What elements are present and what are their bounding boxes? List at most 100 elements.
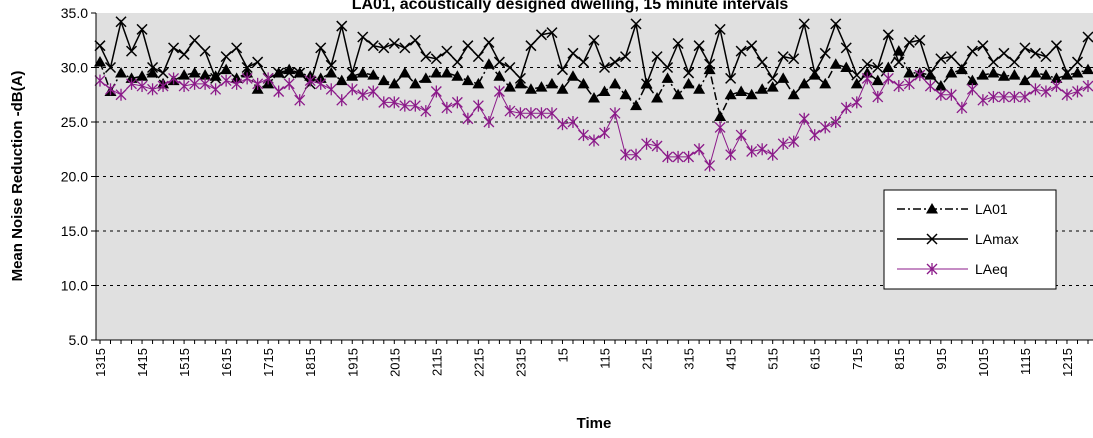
point-laeq xyxy=(840,101,852,114)
point-lamax xyxy=(725,72,737,84)
point-lamax xyxy=(798,18,810,30)
legend-marker-lamax xyxy=(926,233,938,245)
point-lamax xyxy=(914,34,926,46)
point-la01 xyxy=(945,66,958,78)
point-lamax xyxy=(735,45,747,57)
point-laeq xyxy=(609,107,621,120)
point-la01 xyxy=(293,66,306,78)
point-lamax xyxy=(1071,56,1084,68)
point-la01 xyxy=(440,66,453,78)
point-lamax xyxy=(493,56,505,68)
x-tick-label: 1815 xyxy=(303,348,318,377)
point-la01 xyxy=(503,81,516,92)
point-laeq xyxy=(504,105,516,118)
legend-label-la01: LA01 xyxy=(975,201,1008,217)
point-laeq xyxy=(578,129,589,142)
y-axis-label: Mean Noise Reduction -dB(A) xyxy=(9,71,26,282)
x-tick-label: 1015 xyxy=(976,348,991,377)
point-la01 xyxy=(903,66,916,78)
point-laeq xyxy=(157,80,169,93)
point-lamax xyxy=(252,56,264,68)
series-layer xyxy=(94,16,1093,172)
point-laeq xyxy=(147,83,159,96)
y-tick-label: 15.0 xyxy=(61,223,88,239)
point-laeq xyxy=(704,159,716,172)
point-laeq xyxy=(231,77,243,90)
point-lamax xyxy=(94,40,106,52)
point-lamax xyxy=(620,51,632,63)
point-lamax xyxy=(567,47,579,59)
point-laeq xyxy=(735,129,747,142)
point-la01 xyxy=(1008,69,1021,80)
point-lamax xyxy=(367,40,379,52)
point-la01 xyxy=(735,85,748,96)
point-la01 xyxy=(871,74,884,86)
point-laeq xyxy=(94,74,106,87)
legend-marker-la01 xyxy=(926,203,938,214)
point-lamax xyxy=(104,61,117,74)
point-la01 xyxy=(714,110,727,122)
point-laeq xyxy=(388,96,400,109)
point-laeq xyxy=(220,74,232,87)
point-laeq xyxy=(1019,90,1031,103)
x-tick-label: 915 xyxy=(934,348,949,370)
point-la01 xyxy=(850,77,863,89)
point-la01 xyxy=(283,63,296,75)
legend-item-lamax: LAmax xyxy=(897,231,1019,247)
point-laeq xyxy=(746,145,758,158)
y-tick-label: 10.0 xyxy=(61,278,88,294)
point-la01 xyxy=(703,63,716,75)
y-tick-label: 20.0 xyxy=(61,169,88,185)
point-la01 xyxy=(1071,66,1084,78)
point-laeq xyxy=(693,143,705,156)
point-lamax xyxy=(987,56,999,68)
point-laeq xyxy=(168,72,180,85)
point-laeq xyxy=(977,94,989,107)
point-la01 xyxy=(115,66,128,78)
x-tick-label: 1615 xyxy=(219,348,234,377)
point-laeq xyxy=(514,107,526,120)
point-laeq xyxy=(346,83,358,96)
point-la01 xyxy=(451,70,464,81)
point-lamax xyxy=(1050,40,1062,52)
point-la01 xyxy=(556,83,569,94)
point-laeq xyxy=(294,94,306,107)
point-la01 xyxy=(472,77,485,89)
point-la01 xyxy=(609,77,622,89)
point-la01 xyxy=(1018,74,1031,86)
point-laeq xyxy=(367,85,379,98)
x-tick-label: 2015 xyxy=(387,348,402,377)
point-laeq xyxy=(756,143,768,156)
point-la01 xyxy=(630,99,643,111)
point-lamax xyxy=(157,67,169,79)
point-la01 xyxy=(178,69,191,80)
point-lamax xyxy=(977,40,989,52)
point-laeq xyxy=(546,107,558,120)
point-lamax xyxy=(662,61,674,74)
x-tick-label: 1515 xyxy=(177,348,192,377)
point-la01 xyxy=(514,77,527,89)
point-lamax xyxy=(683,67,695,79)
x-tick-label: 415 xyxy=(724,348,739,370)
point-laeq xyxy=(472,99,484,112)
point-lamax xyxy=(388,37,400,50)
point-laeq xyxy=(935,88,947,101)
point-lamax xyxy=(357,31,369,43)
point-la01 xyxy=(566,70,579,81)
point-la01 xyxy=(535,81,548,92)
x-tick-label: 515 xyxy=(766,348,781,370)
point-la01 xyxy=(577,77,590,89)
point-la01 xyxy=(672,88,685,100)
x-axis-ticks: 1315 1415 1515 1615 1715 1815 1915 2015 2115 2215… xyxy=(93,340,1089,377)
point-la01 xyxy=(461,74,474,86)
point-la01 xyxy=(377,74,390,86)
y-tick-label: 35.0 xyxy=(61,5,88,21)
point-laeq xyxy=(672,150,684,163)
point-lamax xyxy=(577,56,590,68)
point-laeq xyxy=(819,121,831,134)
point-laeq xyxy=(809,129,821,142)
point-lamax xyxy=(504,61,516,74)
point-la01 xyxy=(220,63,233,75)
point-laeq xyxy=(714,121,726,134)
point-lamax xyxy=(966,45,978,57)
